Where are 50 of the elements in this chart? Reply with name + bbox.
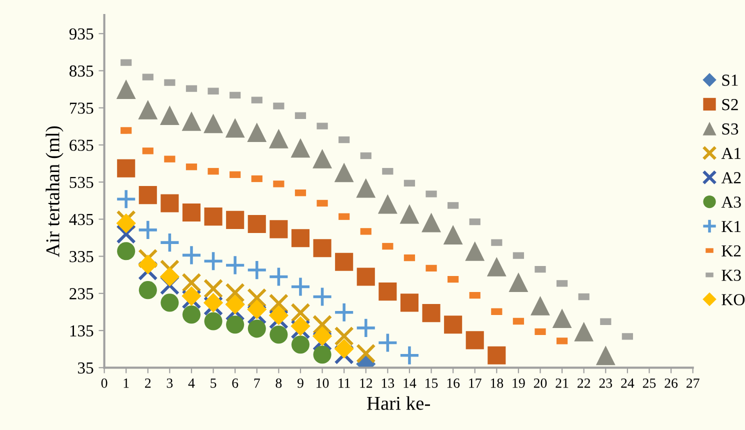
x-tick-label: 16 — [447, 378, 460, 388]
y-tick-label: 535 — [70, 176, 94, 188]
x-tick-label: 21 — [556, 378, 568, 388]
x-tick-label: 17 — [469, 378, 482, 388]
y-tick-label: 235 — [70, 288, 94, 300]
y-tick-label: 335 — [70, 251, 94, 262]
x-tick-label: 24 — [621, 378, 634, 388]
x-tick-label: 3 — [166, 378, 173, 388]
x-tick-label: 23 — [599, 378, 612, 388]
y-tick-label: 835 — [70, 65, 94, 77]
x-axis-title: Hari ke- — [367, 396, 430, 410]
x-tick-label: 8 — [276, 378, 282, 388]
x-tick-label: 7 — [254, 378, 260, 388]
x-tick-label: 18 — [490, 378, 504, 388]
legend-label: K2 — [722, 245, 741, 256]
x-tick-label: 26 — [664, 378, 678, 388]
legend-label: A2 — [721, 172, 741, 184]
legend-label: S1 — [722, 74, 738, 86]
y-tick-label: 35 — [78, 362, 94, 374]
y-tick-label: 735 — [70, 102, 94, 114]
legend-label: S2 — [722, 99, 738, 110]
x-tick-label: 9 — [297, 378, 304, 388]
x-tick-label: 4 — [188, 378, 195, 388]
y-tick-label: 935 — [69, 28, 94, 40]
x-tick-label: 14 — [404, 378, 416, 388]
x-tick-label: 6 — [232, 378, 238, 388]
legend-label: K1 — [722, 220, 741, 232]
x-tick-label: 25 — [642, 378, 656, 388]
x-tick-label: 15 — [426, 378, 438, 388]
y-tick-label: 135 — [70, 325, 94, 336]
y-tick-label: 435 — [69, 214, 94, 226]
x-tick-label: 5 — [210, 378, 216, 388]
x-tick-label: 12 — [360, 378, 372, 388]
x-tick-label: 11 — [338, 378, 350, 388]
legend-label: K3 — [722, 270, 741, 281]
x-tick-label: 13 — [382, 378, 394, 388]
legend-label: A1 — [721, 148, 741, 159]
legend-label: A3 — [721, 196, 741, 208]
legend-label: KO — [722, 294, 745, 306]
x-tick-label: 27 — [686, 378, 700, 388]
legend-label: S3 — [722, 123, 738, 135]
x-tick-label: 20 — [534, 378, 547, 388]
x-tick-label: 22 — [578, 378, 590, 388]
y-axis-title: Air tertahan (ml) — [46, 126, 64, 258]
x-tick-label: 2 — [145, 378, 151, 388]
x-tick-label: 10 — [316, 378, 329, 388]
x-tick-label: 1 — [124, 378, 129, 388]
x-tick-label: 0 — [101, 378, 108, 388]
y-tick-label: 635 — [70, 140, 94, 151]
x-tick-label: 19 — [512, 378, 525, 388]
